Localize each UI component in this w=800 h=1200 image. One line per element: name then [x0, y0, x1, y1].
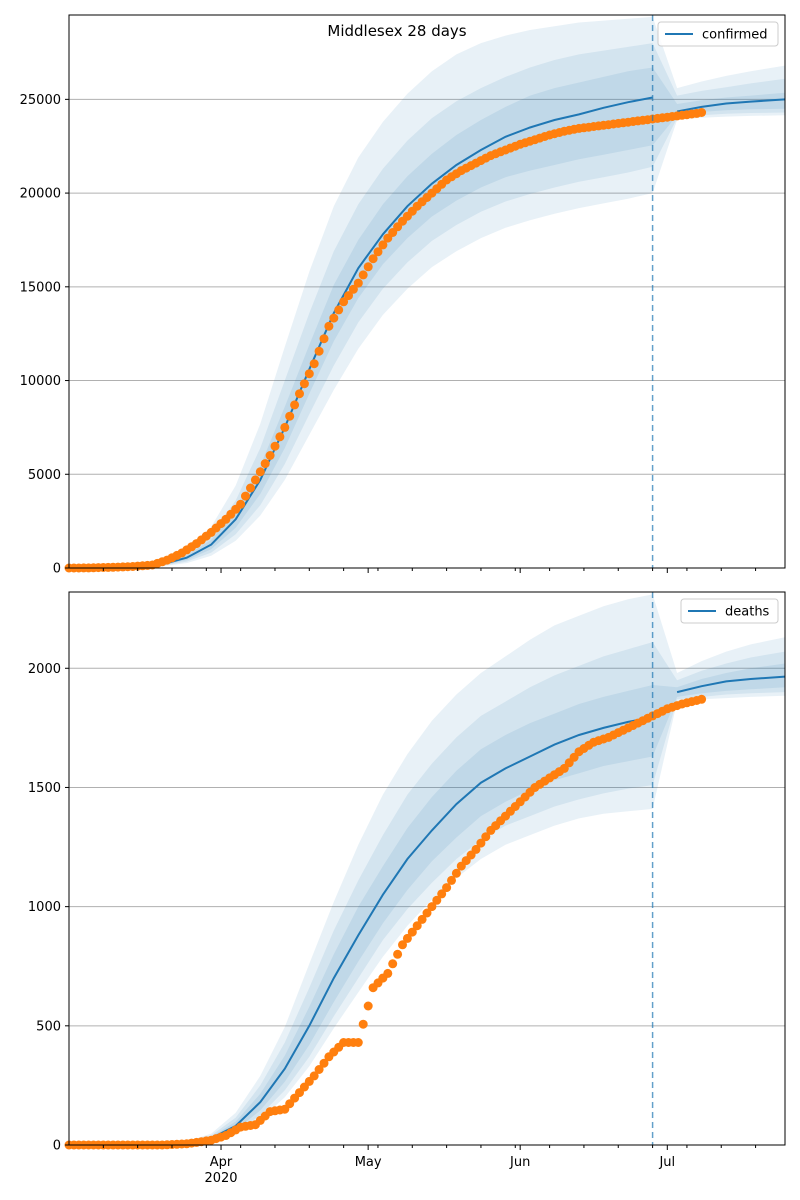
y-tick-label: 5000	[28, 468, 61, 483]
observed-point	[348, 284, 358, 294]
observed-point	[447, 875, 456, 885]
observed-point	[393, 949, 403, 959]
observed-point	[290, 400, 300, 410]
observed-point	[417, 914, 427, 924]
observed-point	[324, 321, 334, 331]
observed-point	[363, 262, 373, 272]
observed-point	[329, 313, 339, 323]
observed-point	[476, 838, 486, 848]
observed-point	[304, 369, 314, 379]
observed-point	[697, 108, 707, 117]
observed-point	[319, 334, 329, 344]
observed-point	[295, 389, 304, 399]
observed-point	[422, 908, 432, 918]
observed-point	[314, 1065, 324, 1074]
observed-point	[471, 844, 481, 854]
uncertainty-band	[69, 642, 785, 1145]
y-tick-label: 25000	[20, 93, 61, 108]
observed-point	[280, 422, 290, 432]
observed-point	[309, 359, 319, 369]
observed-point	[697, 694, 707, 704]
observed-point	[241, 491, 250, 501]
x-tick-label: Jun	[509, 1155, 530, 1170]
x-tick-sublabel: 2020	[204, 1171, 237, 1186]
y-tick-label: 20000	[20, 187, 61, 202]
x-tick-label: May	[355, 1155, 382, 1170]
x-tick-label: Apr	[210, 1155, 233, 1170]
legend-box	[680, 598, 779, 624]
observed-point	[407, 927, 417, 937]
x-tick-label: Jul	[658, 1155, 675, 1170]
axes-frame	[68, 14, 786, 569]
observed-point	[275, 432, 285, 442]
observed-point	[398, 940, 407, 950]
observed-point	[358, 1019, 368, 1029]
y-tick-label: 2000	[28, 662, 61, 677]
observed-point	[368, 254, 378, 264]
legend-label: confirmed	[702, 28, 768, 43]
observed-point	[432, 895, 442, 905]
observed-point	[437, 889, 447, 899]
observed-point	[319, 1058, 329, 1068]
uncertainty-band	[69, 43, 785, 569]
confirmed-panel: 0 5000 10000 15000 20000 25000 Middlesex 28 da…	[20, 14, 786, 577]
observed-point	[246, 483, 255, 493]
observed-point	[236, 499, 246, 509]
y-tick-label: 10000	[20, 374, 61, 389]
y-tick-label: 1000	[28, 900, 61, 915]
uncertainty-band	[69, 594, 785, 1145]
observed-point	[299, 379, 309, 389]
model-forecast-line	[676, 675, 786, 694]
observed-point	[353, 1038, 363, 1047]
observed-point	[402, 933, 412, 943]
observed-point	[378, 240, 388, 250]
observed-point	[383, 968, 393, 978]
observed-point	[373, 247, 383, 257]
observed-point	[285, 411, 295, 421]
observed-point	[250, 475, 260, 485]
uncertainty-band	[69, 67, 785, 568]
uncertainty-band	[69, 16, 785, 568]
y-tick-label: 1500	[28, 781, 61, 796]
observed-point	[270, 441, 280, 451]
observed-point	[265, 451, 275, 460]
observed-point	[481, 832, 491, 842]
y-tick-label: 15000	[20, 280, 61, 295]
observed-point	[358, 270, 368, 280]
observed-point	[442, 883, 452, 893]
axes-frame	[68, 591, 786, 1146]
observed-point	[388, 959, 398, 969]
y-tick-label: 0	[53, 562, 61, 577]
observed-point	[314, 346, 324, 356]
observed-point	[427, 902, 437, 912]
observed-point	[334, 305, 344, 315]
observed-point	[255, 467, 265, 477]
observed-point	[353, 278, 363, 288]
legend-label: deaths	[725, 605, 770, 620]
observed-point	[412, 921, 422, 931]
observed-point	[344, 291, 353, 301]
observed-point	[309, 1071, 319, 1081]
observed-point	[451, 868, 461, 878]
observed-point	[363, 1001, 373, 1011]
model-median-line	[68, 96, 653, 569]
observed-point	[339, 297, 349, 307]
model-forecast-line	[676, 98, 786, 113]
legend-box	[657, 21, 779, 47]
chart-title: Middlesex 28 days	[327, 22, 466, 40]
observed-point	[260, 459, 270, 469]
y-tick-label: 500	[36, 1019, 61, 1034]
y-tick-label: 0	[53, 1139, 61, 1154]
